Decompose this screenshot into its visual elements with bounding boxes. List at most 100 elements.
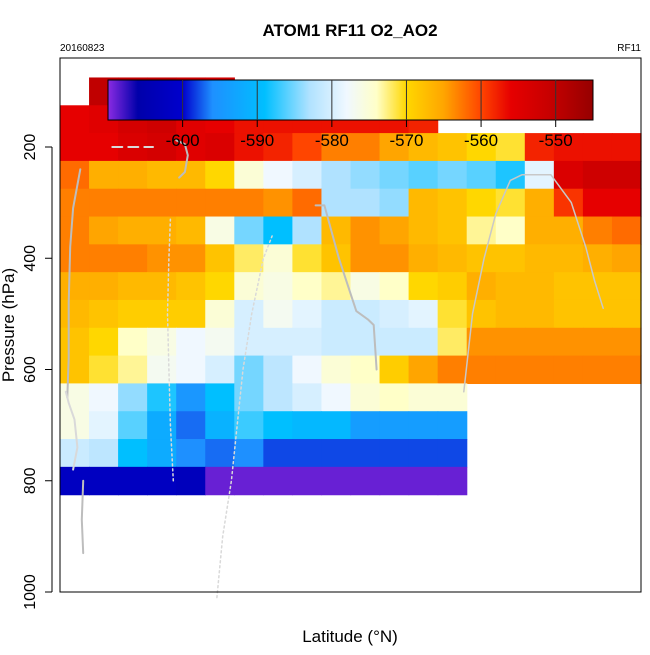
colorbar-tick-label: -580 <box>315 131 349 150</box>
heatmap-cell <box>350 383 381 412</box>
heatmap-cell <box>60 160 90 190</box>
profile-line <box>314 204 378 371</box>
heatmap-cell <box>350 244 381 273</box>
heatmap-cell <box>408 133 439 162</box>
heatmap-cell <box>321 299 352 329</box>
heatmap-cell <box>524 244 555 273</box>
heatmap-cell <box>524 133 555 162</box>
heatmap-cell <box>437 411 468 440</box>
heatmap-cell <box>176 355 206 385</box>
heatmap-cell <box>176 244 206 273</box>
heatmap-cell <box>379 383 410 412</box>
date-note: 20160823 <box>60 43 105 54</box>
heatmap-cell <box>379 216 410 245</box>
heatmap-cell <box>524 188 555 218</box>
heatmap-cell <box>176 216 206 245</box>
heatmap-cell <box>524 355 555 385</box>
heatmap-cell <box>524 216 555 245</box>
heatmap-cell <box>89 244 119 273</box>
heatmap-cell <box>205 411 235 440</box>
heatmap-cell <box>263 244 293 273</box>
heatmap-cell <box>379 160 410 190</box>
heatmap-cell <box>408 272 439 301</box>
heatmap-cell <box>379 411 410 440</box>
heatmap-cell <box>60 466 90 496</box>
heatmap-cell <box>205 299 235 329</box>
heatmap-cell <box>89 411 119 440</box>
y-tick-label: 200 <box>22 134 39 161</box>
heatmap-cell <box>582 216 613 245</box>
heatmap-cell <box>263 383 293 412</box>
heatmap-cell <box>611 133 642 162</box>
y-axis-label: Pressure (hPa) <box>0 268 18 382</box>
heatmap-cell <box>234 439 264 468</box>
heatmap-cell <box>495 216 526 245</box>
heatmap-cell <box>437 383 468 412</box>
heatmap-cell <box>234 355 264 385</box>
heatmap-cell <box>582 244 613 273</box>
heatmap-cell <box>263 327 293 357</box>
heatmap-cell <box>495 299 526 329</box>
heatmap-cell <box>205 439 235 468</box>
heatmap-cell <box>466 188 497 218</box>
heatmap-cell <box>379 244 410 273</box>
heatmap-cell <box>553 299 584 329</box>
heatmap-cell <box>263 160 293 190</box>
heatmap-cell <box>176 411 206 440</box>
heatmap-cell <box>321 383 352 412</box>
heatmap-cell <box>466 355 497 385</box>
heatmap-cell <box>118 299 148 329</box>
heatmap-cell <box>582 188 613 218</box>
heatmap-cell <box>292 383 323 412</box>
heatmap-cell <box>611 188 642 218</box>
heatmap-cell <box>553 272 584 301</box>
heatmap-cell <box>611 299 642 329</box>
heatmap-cell <box>118 327 148 357</box>
heatmap-cell <box>263 355 293 385</box>
heatmap-cell <box>524 299 555 329</box>
heatmap-cell <box>437 160 468 190</box>
heatmap-cell <box>292 411 323 440</box>
heatmap-cell <box>437 466 468 496</box>
heatmap-cell <box>437 272 468 301</box>
heatmap-cell <box>60 272 90 301</box>
heatmap-cell <box>495 272 526 301</box>
heatmap-cell <box>379 272 410 301</box>
heatmap-cell <box>524 327 555 357</box>
heatmap-cell <box>321 355 352 385</box>
heatmap-cell <box>379 188 410 218</box>
colorbar-tick-label: -570 <box>389 131 423 150</box>
heatmap-cell <box>60 105 90 134</box>
heatmap-cell <box>611 160 642 190</box>
heatmap-cell <box>408 383 439 412</box>
heatmap-cell <box>292 272 323 301</box>
heatmap-cell <box>147 216 177 245</box>
heatmap-cell <box>582 272 613 301</box>
heatmap-cell <box>89 272 119 301</box>
heatmap-cell <box>118 355 148 385</box>
heatmap-cell <box>437 216 468 245</box>
heatmap-cell <box>205 383 235 412</box>
heatmap-cell <box>379 299 410 329</box>
heatmap-cell <box>321 411 352 440</box>
heatmap-cell <box>234 299 264 329</box>
heatmap-cell <box>147 244 177 273</box>
heatmap-cell <box>321 160 352 190</box>
heatmap-cell <box>89 327 119 357</box>
heatmap-cell <box>582 160 613 190</box>
y-tick-label: 400 <box>22 245 39 272</box>
heatmap-cell <box>176 383 206 412</box>
heatmap-cell <box>60 244 90 273</box>
profile-line <box>66 168 82 399</box>
heatmap-cell <box>60 216 90 245</box>
heatmap-cell <box>408 160 439 190</box>
heatmap-cell <box>176 466 206 496</box>
heatmap-cell <box>176 439 206 468</box>
heatmap-cell <box>582 133 613 162</box>
heatmap-cell <box>350 188 381 218</box>
heatmap-cell <box>118 160 148 190</box>
profile-line <box>64 390 79 471</box>
heatmap-cell <box>553 355 584 385</box>
heatmap-cell <box>408 216 439 245</box>
heatmap-cell <box>89 383 119 412</box>
